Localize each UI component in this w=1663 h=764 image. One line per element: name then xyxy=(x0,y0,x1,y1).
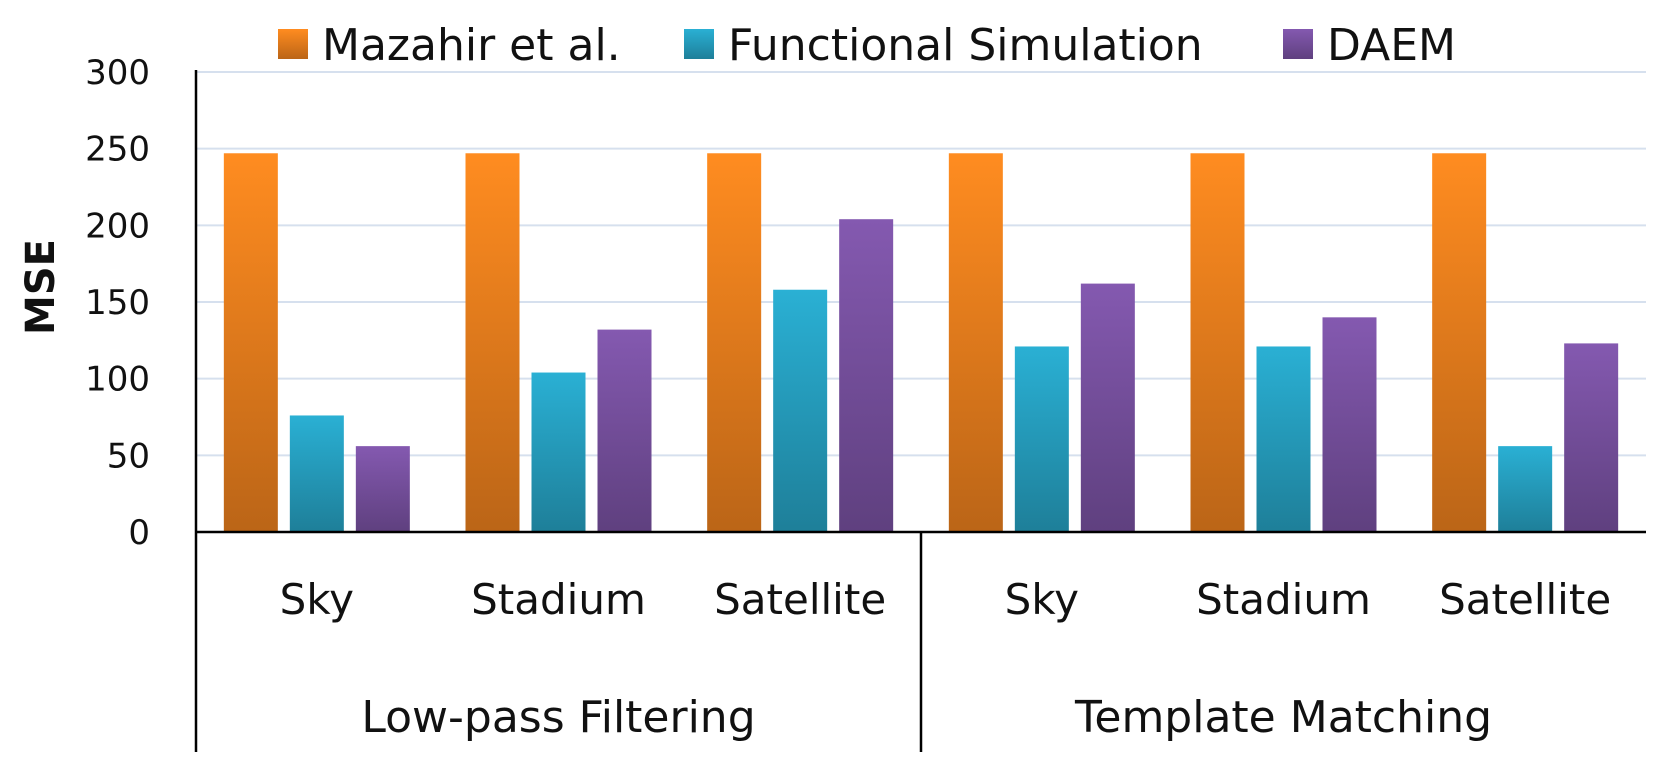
bar xyxy=(707,153,762,532)
legend-label: DAEM xyxy=(1327,20,1456,71)
bars xyxy=(223,153,1619,532)
bar xyxy=(597,329,652,532)
y-tick-label: 250 xyxy=(85,130,150,170)
y-tick-label: 150 xyxy=(85,283,150,323)
legend-label: Functional Simulation xyxy=(728,20,1203,71)
group-label: Template Matching xyxy=(1074,692,1492,743)
y-tick-label: 0 xyxy=(128,513,150,553)
y-tick-label: 200 xyxy=(85,206,150,246)
bar xyxy=(1014,346,1069,532)
bar xyxy=(531,372,586,532)
category-label: Sky xyxy=(1005,575,1079,624)
group-labels: Low-pass Filtering Template Matching xyxy=(361,692,1492,743)
legend-swatch xyxy=(684,29,714,59)
bar xyxy=(1498,446,1553,532)
bar xyxy=(465,153,520,532)
bar xyxy=(1322,317,1377,532)
legend-label: Mazahir et al. xyxy=(322,20,621,71)
legend-swatch xyxy=(1283,29,1313,59)
bar xyxy=(1564,343,1619,532)
legend-swatch xyxy=(278,29,308,59)
y-tick-label: 300 xyxy=(85,53,150,93)
category-labels: Sky Stadium Satellite Sky Stadium Satellite xyxy=(280,575,1612,624)
legend: Mazahir et al. Functional Simulation DAEM xyxy=(278,20,1456,71)
category-label: Satellite xyxy=(1439,575,1611,624)
axes xyxy=(194,70,1646,752)
y-axis-label: MSE xyxy=(18,239,64,335)
grid-lines xyxy=(196,71,1646,457)
category-label: Stadium xyxy=(1196,575,1371,624)
category-label: Sky xyxy=(280,575,354,624)
group-label: Low-pass Filtering xyxy=(361,692,755,743)
bar xyxy=(1432,153,1487,532)
category-label: Stadium xyxy=(471,575,646,624)
category-label: Satellite xyxy=(714,575,886,624)
y-tick-label: 50 xyxy=(107,436,150,476)
bar xyxy=(1190,153,1245,532)
y-tick-labels: 0 50 100 150 200 250 300 xyxy=(85,53,150,553)
bar xyxy=(948,153,1003,532)
bar xyxy=(1080,283,1135,532)
bar xyxy=(355,446,410,532)
bar xyxy=(223,153,278,532)
bar xyxy=(1256,346,1311,532)
bar xyxy=(839,219,894,532)
bar xyxy=(289,415,344,532)
y-tick-label: 100 xyxy=(85,360,150,400)
bar xyxy=(773,289,828,532)
